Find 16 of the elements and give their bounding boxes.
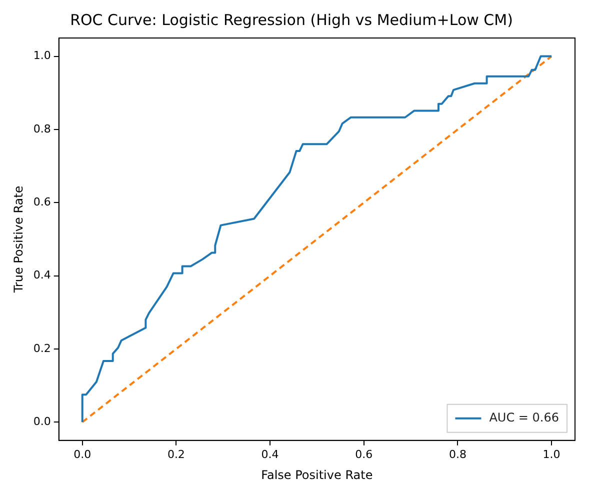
chart-title: ROC Curve: Logistic Regression (High vs Medium+Low CM): [70, 10, 513, 29]
y-tick-label: 0.0: [33, 414, 51, 428]
x-tick-label: 0.0: [74, 448, 92, 461]
x-tick-label: 1.0: [542, 448, 560, 461]
x-tick-label: 0.4: [261, 448, 279, 461]
x-tick-label: 0.8: [448, 448, 466, 461]
y-axis-title: True Positive Rate: [11, 186, 26, 294]
legend-label: AUC = 0.66: [489, 410, 560, 425]
y-tick-label: 0.4: [33, 268, 51, 282]
x-axis-title: False Positive Rate: [261, 468, 373, 482]
x-tick-label: 0.2: [167, 448, 185, 461]
y-tick-label: 0.2: [33, 342, 51, 355]
y-tick-label: 1.0: [33, 49, 51, 62]
y-tick-label: 0.6: [33, 195, 51, 208]
y-tick-label: 0.8: [33, 122, 51, 136]
x-tick-label: 0.6: [355, 448, 373, 461]
